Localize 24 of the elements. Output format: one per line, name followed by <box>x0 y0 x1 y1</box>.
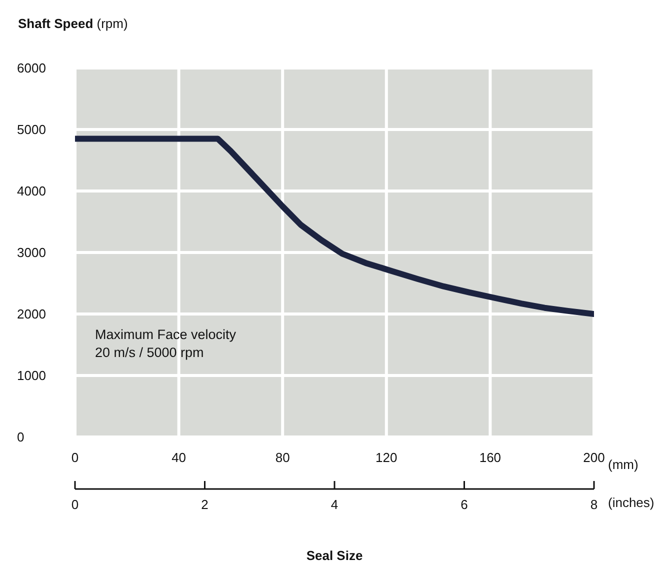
x-tick-label: 0 <box>71 450 79 466</box>
x2-tick-label: 8 <box>590 497 598 512</box>
text: (inches) <box>608 495 654 510</box>
x2-tick-label: 6 <box>460 497 468 512</box>
text: (mm) <box>608 457 638 472</box>
y-tick-label: 6000 <box>17 60 46 76</box>
x-tick-label: 40 <box>172 450 186 466</box>
y-tick-label: 3000 <box>17 245 46 260</box>
y-tick-label: 4000 <box>17 184 46 199</box>
annotation: Maximum Face velocity <box>95 327 236 342</box>
x2-tick-label: 4 <box>330 497 338 512</box>
y-tick-label: 0 <box>17 430 24 445</box>
x-tick-label: 120 <box>376 450 398 466</box>
annotation: 20 m/s / 5000 rpm <box>95 345 204 360</box>
x-tick-label: 160 <box>479 450 502 466</box>
x-tick-label: 200 <box>583 450 605 466</box>
y-axis-title: Shaft Speed (rpm) <box>18 16 128 31</box>
x-tick-label: 80 <box>275 450 290 466</box>
y-tick-label: 2000 <box>17 306 46 322</box>
x-axis-title: Seal Size <box>305 548 364 563</box>
x2-tick-label: 2 <box>201 497 208 512</box>
y-tick-label: 5000 <box>17 122 46 138</box>
x2-tick-label: 0 <box>71 497 79 512</box>
y-tick-label: 1000 <box>17 368 46 384</box>
